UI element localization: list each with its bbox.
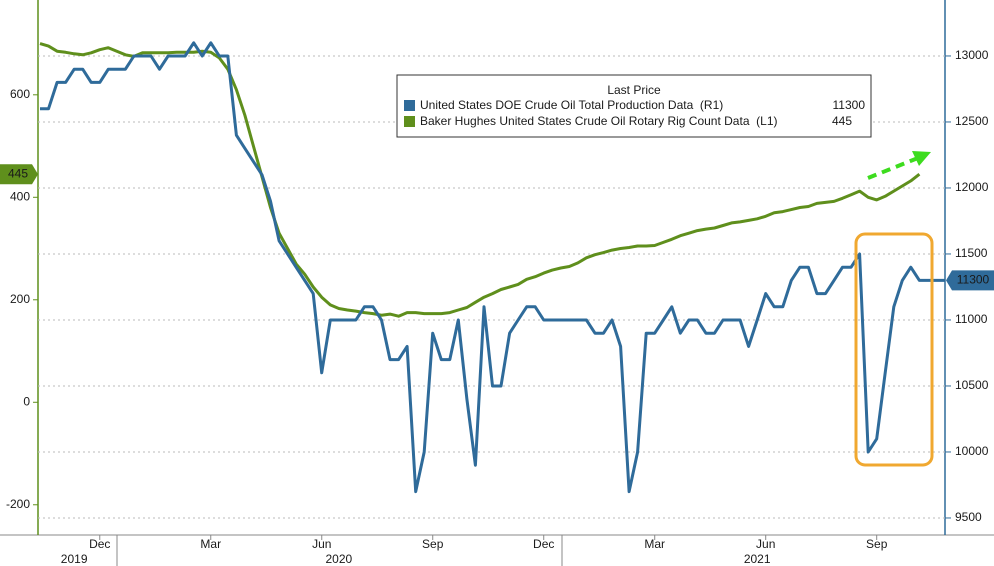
legend-box (396, 74, 872, 138)
y-tick-label: 400 (10, 189, 30, 203)
x-year-label: 2019 (61, 552, 88, 566)
x-year-label: 2020 (325, 552, 352, 566)
x-tick-label: Dec (533, 537, 554, 551)
trend-arrow (867, 156, 919, 180)
x-tick-label: Sep (422, 537, 444, 551)
y2-tick-label: 12000 (955, 180, 989, 194)
legend-swatch (404, 116, 415, 127)
last-value-tag-label: 445 (8, 166, 28, 180)
x-year-label: 2021 (744, 552, 771, 566)
x-tick-label: Jun (312, 537, 331, 551)
x-tick-label: Mar (200, 537, 221, 551)
legend-label: United States DOE Crude Oil Total Produc… (420, 98, 723, 112)
last-value-tag (0, 164, 38, 185)
trend-arrow-head (912, 151, 931, 166)
legend-last-value: 445 (832, 114, 852, 128)
highlight-box (854, 232, 934, 467)
series-line (40, 41, 945, 494)
last-value-tag-label: 11300 (957, 273, 990, 287)
y-tick-label: 600 (10, 87, 30, 101)
last-value-tags: 11300 445 (0, 164, 994, 291)
y2-tick-label: 11000 (955, 312, 988, 326)
legend-label: Baker Hughes United States Crude Oil Rot… (420, 114, 778, 128)
lines (39, 41, 945, 494)
y2-tick-label: 10000 (955, 444, 989, 458)
y2-tick-label: 12500 (955, 114, 989, 128)
y2-tick-label: 13000 (955, 48, 989, 62)
legend-swatch (404, 100, 415, 111)
legend-last-value: 11300 (833, 98, 866, 112)
last-value-tag (946, 270, 994, 291)
x-tick-label: Mar (644, 537, 665, 551)
y-tick-label: 200 (10, 292, 30, 306)
y2-tick-label: 11500 (955, 246, 988, 260)
y-tick-label: 0 (23, 394, 30, 408)
x-tick-label: Jun (756, 537, 775, 551)
legend: Last Price United States DOE Crude Oil T… (396, 74, 872, 138)
legend-title: Last Price (607, 83, 661, 97)
y2-tick-label: 9500 (955, 510, 982, 524)
y-tick-label: -200 (6, 497, 30, 511)
x-tick-label: Sep (866, 537, 888, 551)
x-tick-label: Dec (89, 537, 110, 551)
y2-tick-label: 10500 (955, 378, 989, 392)
